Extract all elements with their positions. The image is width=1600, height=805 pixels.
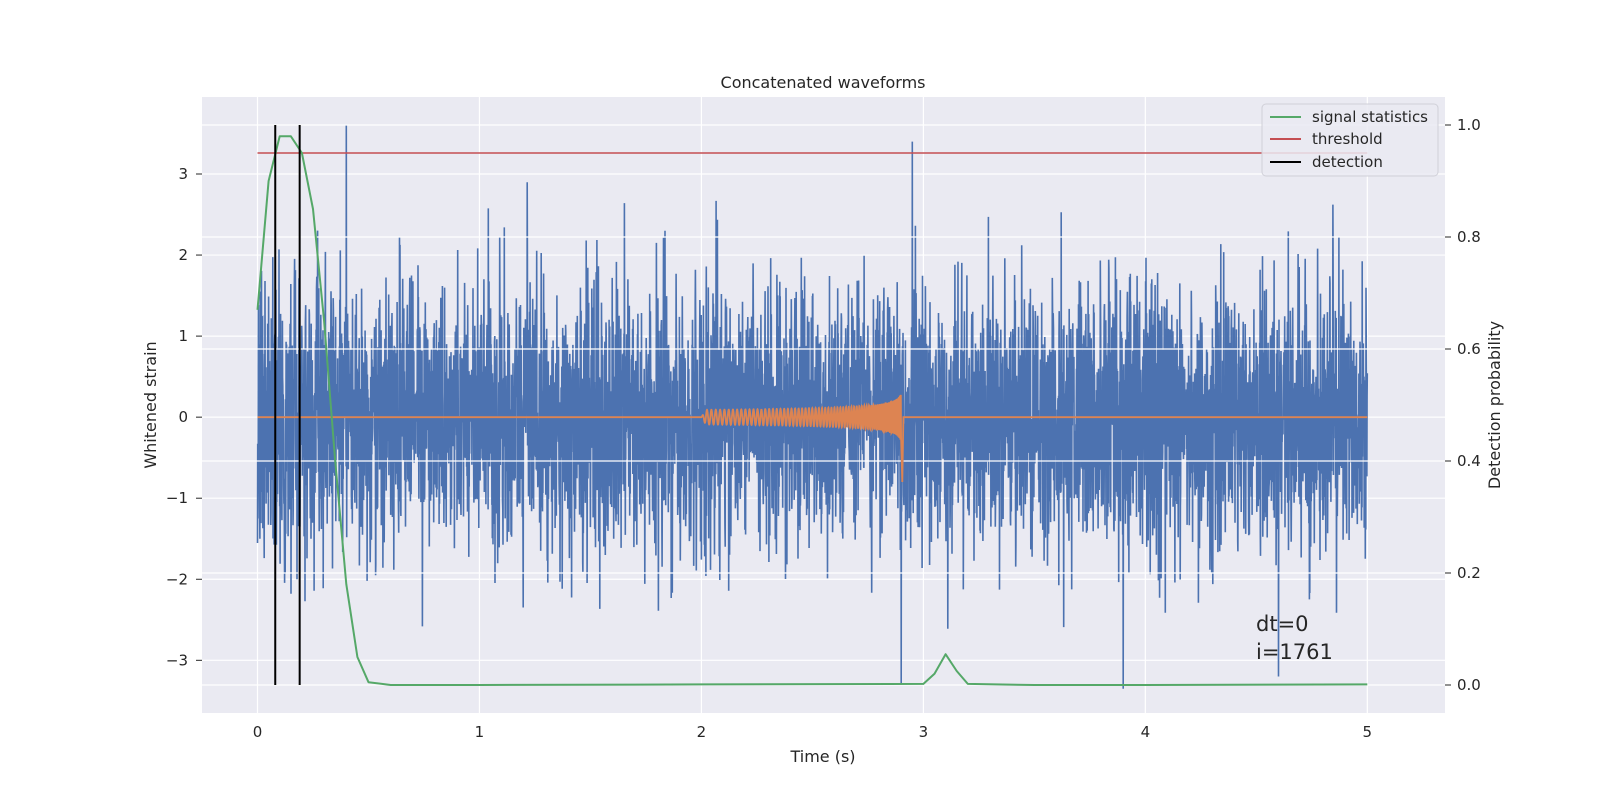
y-right-tick-label: 0.8 [1457,228,1481,246]
legend-label-threshold: threshold [1312,130,1383,148]
y-left-tick-label: −1 [166,489,188,507]
x-tick-label: 2 [697,723,707,741]
x-tick-label: 3 [919,723,929,741]
detection-overlay [256,125,1368,686]
x-tick-label: 4 [1141,723,1151,741]
y-left-tick-label: 2 [178,246,188,264]
y-left-tick-label: −2 [166,570,188,588]
y-right-tick-label: 0.2 [1457,564,1481,582]
annotation-box: dt=0 i=1761 [1256,612,1333,664]
x-axis-label: Time (s) [789,747,855,766]
y-right-tick-label: 0.4 [1457,452,1481,470]
axis-ticks: 0 1 2 3 4 5 3 2 1 0 −1 −2 −3 1.0 0.8 0.6 0.4 0.2 0.0 [166,116,1481,741]
y-left-tick-label: 0 [178,408,188,426]
y-axis-left-label: Whitened strain [141,341,160,468]
noise-line [256,125,1369,689]
y-axis-right-label: Detection probability [1485,321,1504,489]
legend: signal statistics threshold detection [1261,103,1439,177]
y-right-tick-label: 0.6 [1457,340,1481,358]
y-right-tick-label: 0.0 [1457,676,1481,694]
chirp-line [257,394,1368,483]
x-tick-label: 0 [253,723,263,741]
chirp-series [257,394,1368,483]
legend-frame [1261,103,1439,177]
annotation-index: i=1761 [1256,640,1333,664]
y-left-tick-label: 1 [178,327,188,345]
y-right-tick-label: 1.0 [1457,116,1481,134]
legend-label-detection: detection [1312,153,1383,171]
annotation-dt: dt=0 [1256,612,1309,636]
chart-title: Concatenated waveforms [721,73,926,92]
y-left-tick-label: −3 [166,651,188,669]
signal-statistics-line [256,135,1368,686]
x-tick-label: 1 [475,723,485,741]
x-tick-label: 5 [1363,723,1373,741]
legend-label-signal-statistics: signal statistics [1312,108,1428,126]
y-left-tick-label: 3 [178,165,188,183]
